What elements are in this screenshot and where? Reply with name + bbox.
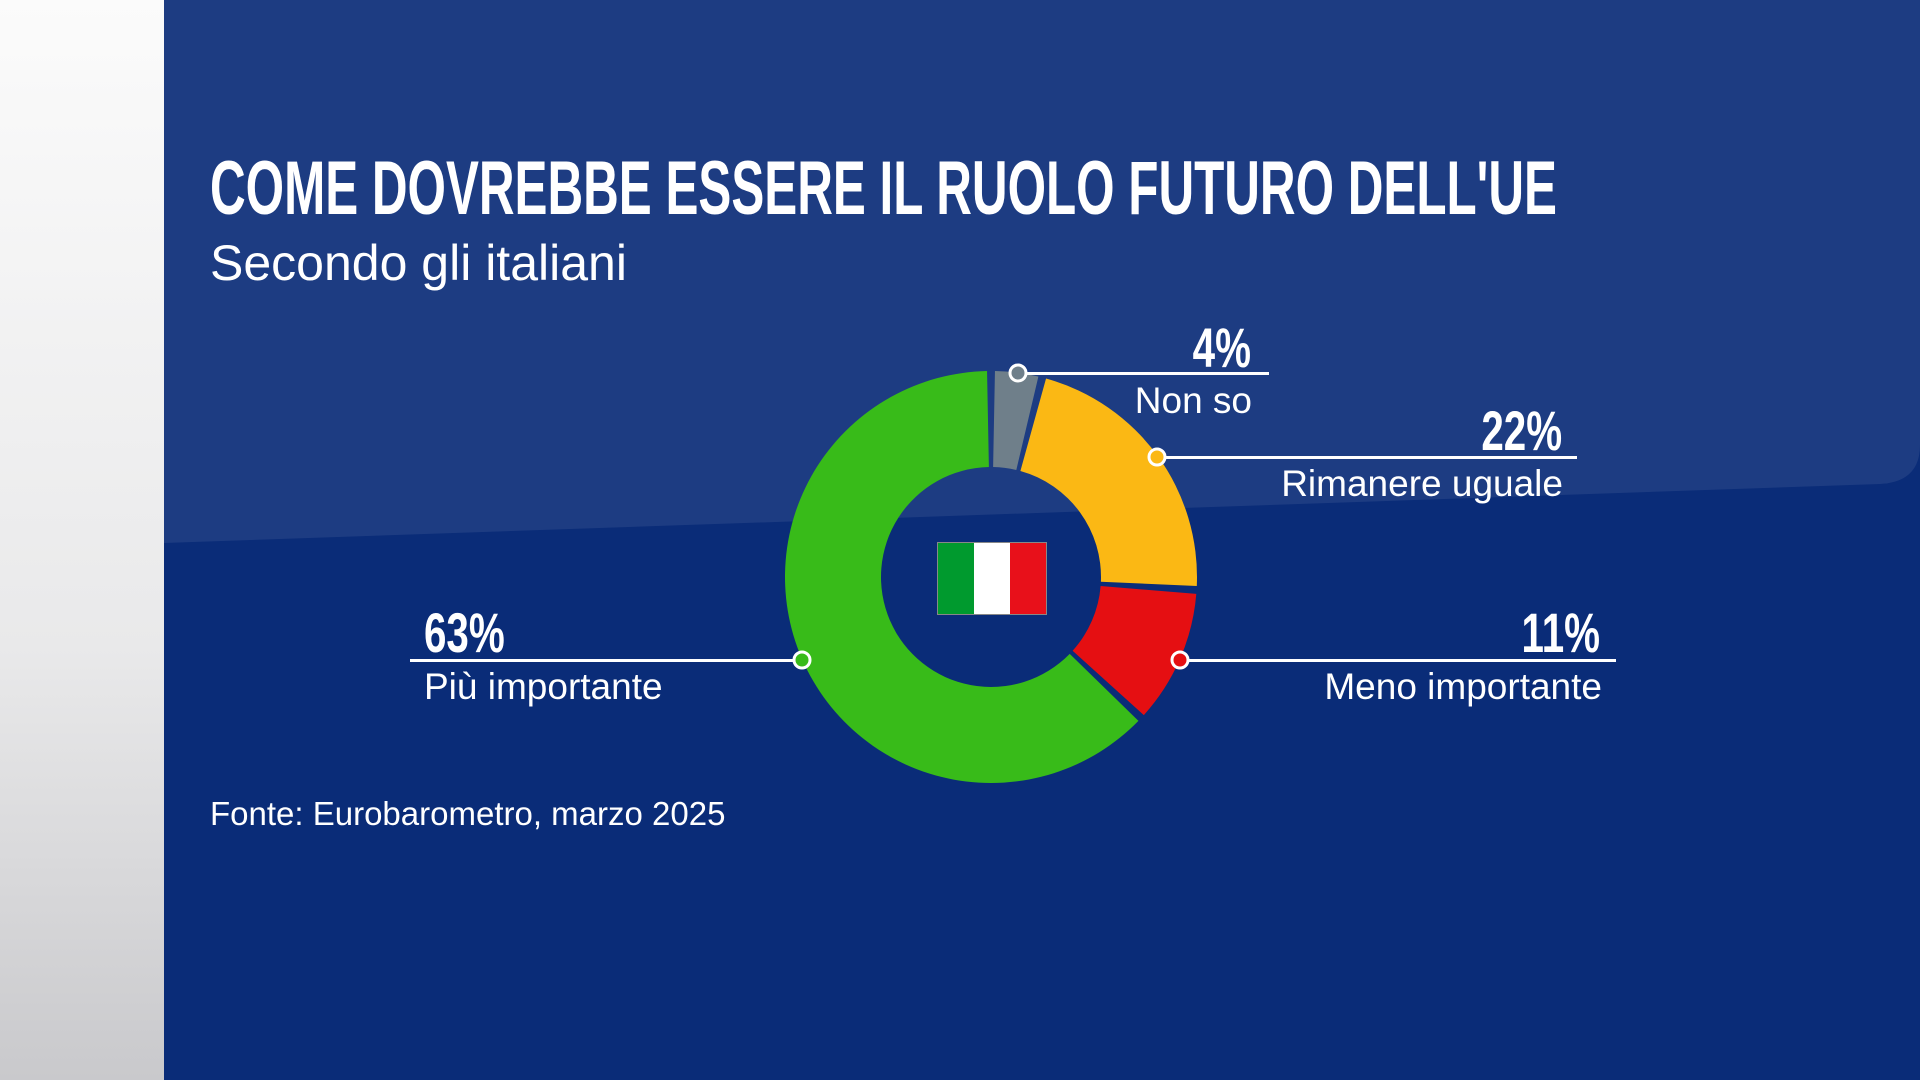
category-label-meno-importante: Meno importante (1324, 666, 1602, 707)
value-label-rimanere-uguale: 22% (1481, 399, 1562, 462)
donut-slice-meno-importante (1072, 586, 1197, 716)
donut-slice-pi-importante (784, 371, 1139, 783)
source-note: Fonte: Eurobarometro, marzo 2025 (210, 795, 726, 832)
leader-line-rimanere-uguale (1157, 456, 1577, 459)
leader-dot-rimanere-uguale (1147, 447, 1167, 467)
highlight-band (164, 0, 1920, 543)
value-label-piu-importante: 63% (424, 601, 505, 664)
left-panel-strip (0, 0, 164, 1080)
leader-dot-pi-importante (792, 650, 812, 670)
category-label-non-so: Non so (1134, 380, 1252, 421)
value-label-meno-importante: 11% (1521, 601, 1600, 664)
chart-subtitle: Secondo gli italiani (210, 235, 627, 291)
chart-title: COME DOVREBBE ESSERE IL RUOLO FUTURO DEL… (210, 146, 1557, 231)
graphic-stage (164, 0, 1920, 1080)
value-label-non-so: 4% (1192, 316, 1251, 379)
italy-flag-icon (937, 542, 1047, 615)
donut-slice-non-so (993, 371, 1039, 470)
leader-dot-non-so (1008, 363, 1028, 383)
category-label-piu-importante: Più importante (424, 666, 663, 707)
donut-slice-rimanere-uguale (1020, 378, 1197, 586)
leader-line-non-so (1018, 372, 1269, 375)
leader-line-piu-importante (410, 659, 802, 662)
leader-line-meno-importante (1180, 659, 1616, 662)
category-label-rimanere-uguale: Rimanere uguale (1281, 463, 1563, 504)
leader-dot-meno-importante (1170, 650, 1190, 670)
